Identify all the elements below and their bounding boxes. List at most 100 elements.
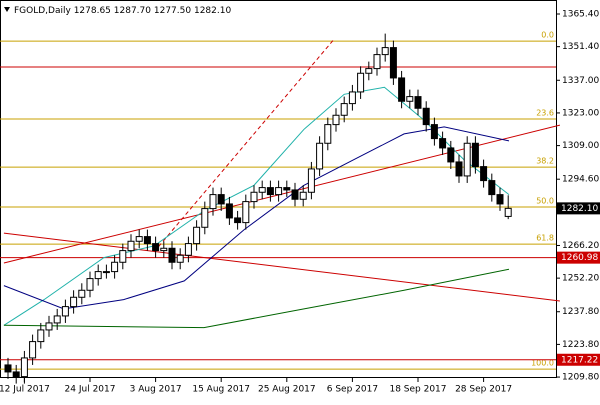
header: FGOLD,Daily 1278.65 1287.70 1277.50 1282… — [14, 6, 231, 16]
candle-body — [201, 208, 209, 228]
moving-average — [3, 126, 510, 310]
candle-body — [37, 329, 45, 343]
candle-body — [12, 371, 20, 378]
candle-body — [324, 124, 332, 144]
y-tick-label: 1223.80 — [562, 340, 599, 350]
ohlc-high: 1287.70 — [114, 6, 151, 16]
candle-body — [234, 217, 242, 224]
candle-body — [127, 240, 135, 252]
candle-body — [275, 187, 283, 196]
candle-body — [471, 142, 479, 168]
candle-body — [242, 201, 250, 224]
candle-body — [209, 194, 217, 210]
candle-body — [488, 180, 496, 196]
candle-body — [463, 142, 471, 177]
candle-body — [61, 306, 69, 317]
header-icon — [4, 7, 10, 12]
candle-body — [373, 54, 381, 70]
y-tick-label: 1365.40 — [562, 10, 599, 20]
moving-average — [3, 86, 510, 326]
y-tick-label: 1237.80 — [562, 307, 599, 317]
candle-body — [365, 68, 373, 74]
price-marker-label: 1282.10 — [561, 204, 598, 214]
y-tick-label: 1266.20 — [562, 241, 599, 251]
ohlc-low: 1277.50 — [154, 6, 191, 16]
x-tick-label: 24 Jul 2017 — [65, 385, 116, 395]
candle-body — [480, 166, 488, 182]
y-tick-label: 1309.00 — [562, 141, 599, 151]
x-tick-label: 3 Aug 2017 — [130, 385, 182, 395]
candle-body — [45, 322, 53, 331]
plot-frame — [0, 0, 557, 378]
candle-body — [184, 243, 192, 256]
candle-body — [439, 138, 447, 149]
candle-body — [119, 250, 127, 263]
candle-body — [340, 103, 348, 116]
y-tick-label: 1351.40 — [562, 42, 599, 52]
price-marker — [557, 202, 600, 215]
candle-body — [299, 191, 307, 200]
candle-body — [398, 77, 406, 102]
candle-body — [447, 147, 455, 163]
trendline — [3, 232, 560, 302]
x-tick-label: 15 Aug 2017 — [192, 385, 250, 395]
candle-body — [283, 187, 291, 191]
candle-body — [143, 236, 151, 245]
candle-body — [250, 191, 258, 203]
fib-label: 38.2 — [536, 157, 554, 166]
candle-body — [455, 161, 463, 177]
y-tick-label: 1294.60 — [562, 175, 599, 185]
y-tick-label: 1252.20 — [562, 274, 599, 284]
price-marker — [557, 353, 600, 366]
candle-body — [152, 243, 160, 252]
candle-body — [332, 114, 340, 126]
candle-body — [357, 72, 365, 93]
candle-body — [381, 47, 389, 56]
candle-body — [168, 247, 176, 263]
fib-label: 100.0 — [531, 359, 554, 368]
fib-label: 23.6 — [536, 109, 554, 118]
candle-body — [430, 124, 438, 140]
candle-body — [496, 194, 504, 205]
candle-body — [258, 187, 266, 193]
price-marker-label: 1217.22 — [561, 355, 598, 365]
candle-body — [70, 296, 78, 308]
candle-body — [291, 189, 299, 200]
fib-label: 0.0 — [541, 31, 554, 40]
candle-body — [111, 261, 119, 273]
fib-label: 61.8 — [536, 234, 554, 243]
candle-body — [176, 254, 184, 263]
symbol: FGOLD,Daily — [14, 6, 71, 16]
candle-body — [504, 207, 512, 217]
candle-body — [193, 226, 201, 245]
candle-body — [4, 364, 12, 373]
candle-body — [225, 203, 233, 219]
y-tick-label: 1323.00 — [562, 108, 599, 118]
price-marker-label: 1260.98 — [561, 253, 598, 263]
candle-body — [135, 236, 143, 242]
candle-body — [389, 47, 397, 79]
y-tick-label: 1209.80 — [562, 373, 599, 383]
candle-body — [266, 187, 274, 196]
candle-body — [217, 194, 225, 205]
candle-body — [29, 341, 37, 359]
candle-body — [94, 271, 102, 280]
ohlc-open: 1278.65 — [74, 6, 111, 16]
candle-body — [160, 247, 168, 252]
x-tick-label: 6 Sep 2017 — [327, 385, 378, 395]
candle-body — [78, 289, 86, 298]
candle-body — [307, 168, 315, 193]
candle-body — [102, 271, 110, 274]
candle-body — [348, 91, 356, 105]
x-tick-label: 25 Aug 2017 — [258, 385, 316, 395]
x-tick-label: 28 Sep 2017 — [455, 385, 512, 395]
candle-body — [414, 96, 422, 109]
trendline — [153, 39, 334, 253]
candle-body — [86, 278, 94, 291]
candle-body — [422, 107, 430, 126]
moving-average — [3, 268, 510, 329]
ohlc-close: 1282.10 — [194, 6, 231, 16]
x-tick-label: 18 Sep 2017 — [389, 385, 446, 395]
